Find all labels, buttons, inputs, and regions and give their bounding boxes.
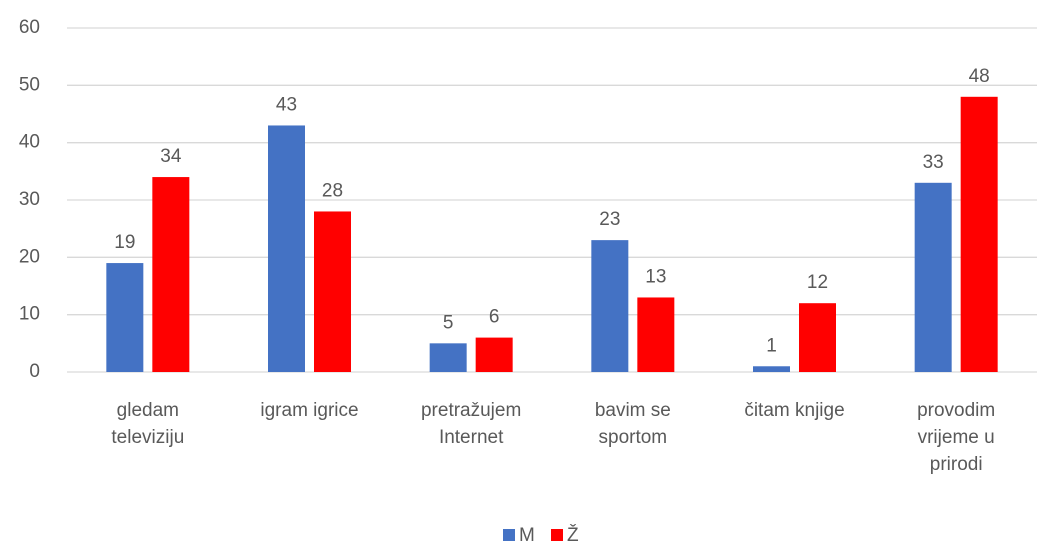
legend-label: Ž [567, 524, 579, 545]
value-label: 34 [160, 146, 182, 167]
bar [475, 337, 513, 372]
x-tick-label: provodim vrijeme u prirodi [917, 400, 996, 475]
y-tick-label: 30 [19, 189, 40, 210]
y-tick-label: 0 [29, 361, 40, 382]
y-tick-label: 60 [19, 17, 40, 38]
y-tick-label: 50 [19, 74, 40, 95]
bar [960, 96, 998, 373]
value-label: 23 [599, 209, 620, 230]
bar [753, 366, 790, 372]
bar [914, 182, 952, 372]
value-label: 12 [807, 272, 828, 293]
legend-swatch [503, 529, 515, 541]
x-tick-label: bavim se sportom [594, 400, 671, 448]
bar [314, 211, 351, 372]
bar [429, 343, 467, 372]
y-tick-label: 10 [19, 304, 40, 325]
legend-swatch [551, 529, 563, 541]
bar [268, 125, 305, 372]
y-tick-label: 40 [19, 132, 40, 153]
value-label: 6 [489, 307, 500, 328]
value-label: 5 [443, 312, 454, 333]
legend-label: M [519, 525, 535, 545]
bar [799, 303, 836, 372]
bar [106, 263, 144, 372]
value-label: 28 [322, 180, 343, 201]
bar [152, 177, 190, 372]
x-tick-label: pretražujem Internet [420, 400, 522, 448]
value-label: 48 [969, 66, 990, 87]
x-tick-label: čitam knjige [744, 400, 845, 421]
value-label: 13 [645, 266, 666, 287]
x-tick-label: gledam televiziju [111, 400, 185, 448]
x-tick-label: igram igrice [260, 400, 359, 421]
y-tick-label: 20 [19, 246, 40, 267]
bar [591, 240, 629, 372]
value-label: 33 [923, 152, 944, 173]
bar [637, 297, 675, 372]
value-label: 43 [276, 94, 297, 115]
value-label: 1 [766, 335, 777, 356]
value-label: 19 [114, 232, 135, 253]
